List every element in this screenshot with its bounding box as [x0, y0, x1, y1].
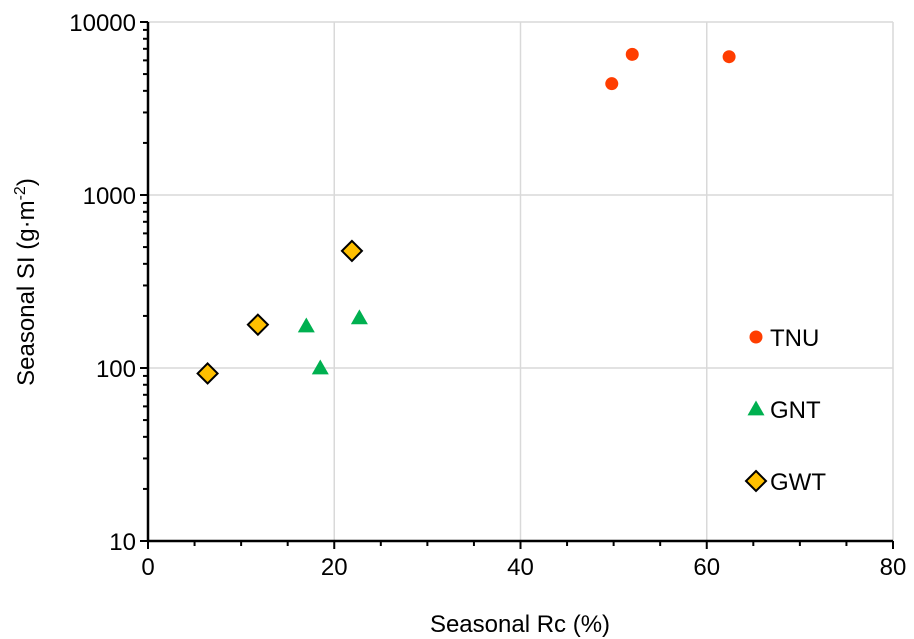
gwt-point [196, 362, 220, 385]
x-tick-label: 0 [141, 554, 154, 581]
data-points [196, 47, 736, 385]
tnu-point [625, 47, 639, 61]
y-axis-title-suffix: ) [13, 178, 40, 186]
legend-item-tnu: TNU [749, 325, 819, 352]
gwt-point [340, 239, 364, 263]
x-tick-label: 40 [507, 554, 534, 581]
legend-tnu-marker [749, 330, 763, 344]
y-tick-label: 100 [96, 356, 136, 383]
y-tick-label: 10000 [69, 10, 136, 37]
x-tick-label: 20 [321, 554, 348, 581]
x-axis-title: Seasonal Rc (%) [430, 611, 610, 638]
tick-labels: 0 20 40 60 80 10 100 1000 10000 [69, 10, 906, 581]
legend-tnu-label: TNU [770, 325, 819, 352]
x-tick-label: 80 [880, 554, 907, 581]
tnu-point [605, 77, 619, 91]
grid-lines [148, 21, 894, 541]
gnt-point [350, 309, 368, 325]
y-tick-label: 10 [109, 529, 136, 556]
y-axis-title: Seasonal SI (g·m-2) [12, 178, 40, 386]
y-axis-title-main: Seasonal SI (g·m [13, 200, 40, 385]
y-tick-label: 1000 [83, 183, 136, 210]
legend-gnt-label: GNT [770, 397, 821, 424]
legend: TNU GNT GWT [744, 325, 826, 496]
tnu-point [722, 50, 736, 64]
x-tick-label: 60 [693, 554, 720, 581]
axes [140, 21, 894, 549]
legend-gnt-marker [747, 400, 765, 416]
legend-gwt-label: GWT [770, 469, 826, 496]
gwt-point [246, 313, 270, 337]
gnt-point [297, 317, 315, 333]
gnt-point [311, 359, 329, 375]
legend-gwt-marker [744, 469, 768, 493]
y-axis-title-superscript: -2 [12, 186, 29, 200]
legend-item-gwt: GWT [744, 469, 826, 496]
legend-item-gnt: GNT [747, 397, 821, 424]
